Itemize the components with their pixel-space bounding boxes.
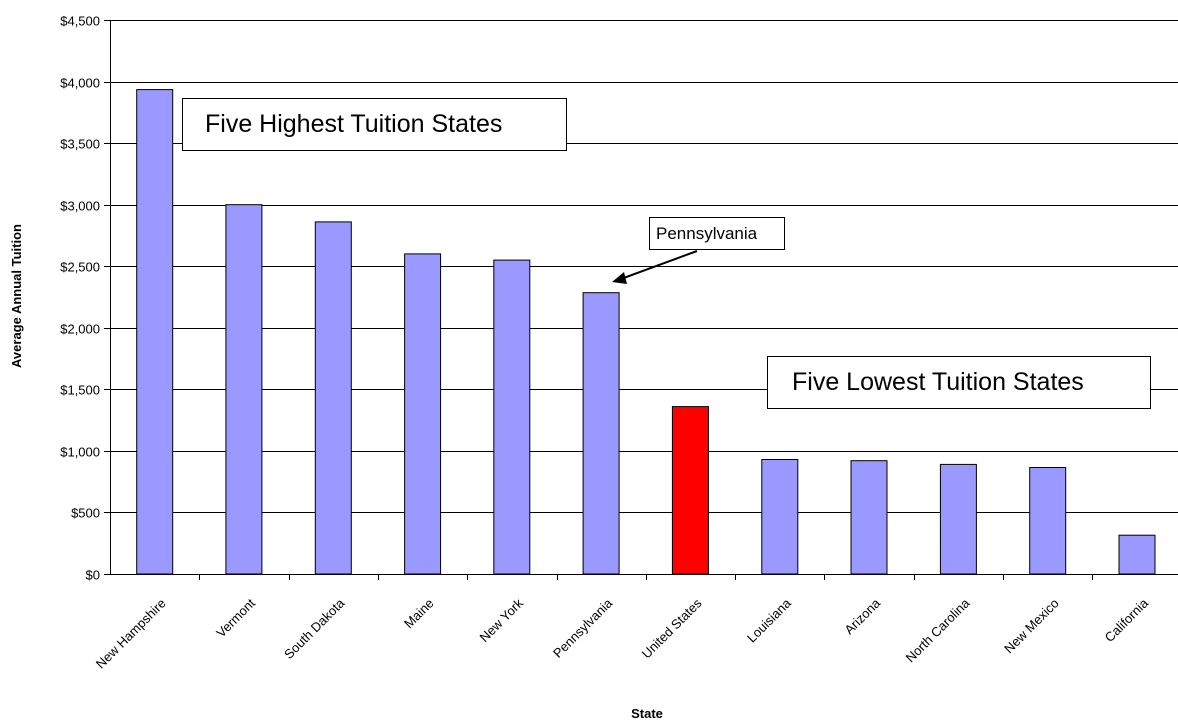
bar: [404, 253, 442, 575]
y-tick-label: $2,000: [60, 322, 100, 337]
x-tick-label: United States: [639, 595, 705, 661]
y-tick-label: $3,500: [60, 137, 100, 152]
x-tick-label: Pennsylvania: [550, 595, 616, 661]
bar: [761, 459, 799, 575]
x-tick-label: Louisiana: [744, 595, 795, 646]
bar: [939, 463, 977, 575]
x-tick-label: South Dakota: [281, 595, 348, 662]
x-tick-label: New Hampshire: [93, 596, 169, 672]
bar: [850, 460, 888, 575]
bar: [1029, 467, 1067, 575]
y-tick-label: $0: [86, 568, 100, 583]
bar: [136, 89, 174, 575]
y-tick-label: $3,000: [60, 199, 100, 214]
bar: [1118, 534, 1156, 575]
annotation-pennsylvania: Pennsylvania: [649, 217, 785, 250]
annotation-highest: Five Highest Tuition States: [182, 98, 567, 151]
x-tick-label: New Mexico: [1001, 596, 1062, 657]
y-tick-label: $4,500: [60, 14, 100, 29]
bar: [314, 221, 352, 575]
x-axis-title: State: [631, 706, 663, 721]
bar: [225, 204, 263, 575]
x-tick-label: North Carolina: [903, 595, 973, 665]
x-tick-label: New York: [477, 595, 527, 645]
y-tick-label: $1,000: [60, 445, 100, 460]
bars: [136, 89, 1156, 575]
bar: [671, 406, 709, 575]
x-tick-label: California: [1102, 595, 1152, 645]
y-tick-label: $4,000: [60, 76, 100, 91]
x-tick-label: Vermont: [213, 595, 258, 640]
x-tick-label: Arizona: [841, 595, 883, 637]
y-axis-title: Average Annual Tuition: [9, 224, 24, 368]
y-tick-label: $2,500: [60, 260, 100, 275]
y-tick-label: $1,500: [60, 383, 100, 398]
pennsylvania-arrow: [612, 250, 698, 284]
bar: [582, 292, 620, 575]
gridlines: [110, 20, 1178, 513]
annotation-lowest: Five Lowest Tuition States: [767, 356, 1151, 409]
y-tick-label: $500: [71, 506, 100, 521]
x-tick-label: Maine: [401, 596, 437, 632]
bar: [493, 259, 531, 575]
